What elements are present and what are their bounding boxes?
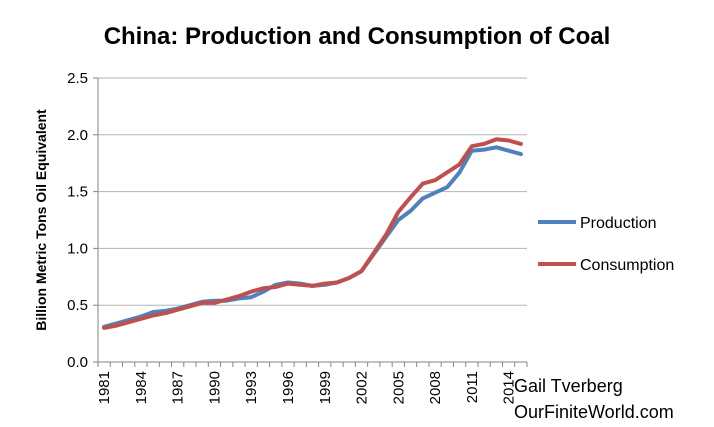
legend-label-consumption: Consumption: [580, 257, 674, 274]
x-tick-label: 1981: [96, 371, 113, 404]
x-tick-label: 2002: [354, 371, 371, 404]
series-lines: [102, 137, 523, 330]
y-tick-label: 0.0: [67, 354, 88, 371]
credit-author: Gail Tverberg: [514, 376, 623, 396]
chart-title: China: Production and Consumption of Coa…: [104, 23, 611, 50]
y-axis-label: Billion Metric Tons Oil Equivalent: [33, 109, 49, 331]
y-axis-ticks: 0.0 0.5 1.0 1.5 2.0 2.5: [67, 70, 98, 371]
y-tick-label: 2.0: [67, 127, 88, 144]
x-tick-label: 2011: [464, 371, 481, 403]
y-tick-label: 0.5: [67, 297, 88, 314]
x-tick-label: 2014: [501, 371, 518, 404]
x-tick-label: 2008: [427, 371, 444, 404]
x-tick-label: 1996: [280, 371, 297, 404]
legend-label-production: Production: [580, 215, 657, 232]
y-tick-label: 1.0: [67, 240, 88, 257]
credit-website: OurFiniteWorld.com: [514, 402, 674, 422]
gridlines: [98, 77, 527, 306]
x-tick-label: 1990: [206, 371, 223, 404]
x-tick-label: 1987: [170, 371, 187, 404]
y-tick-label: 1.5: [67, 184, 88, 201]
y-tick-label: 2.5: [67, 70, 88, 87]
x-tick-label: 1984: [133, 371, 150, 404]
series-line-production: [102, 145, 523, 329]
x-axis-ticks: 1981 1984 1987 1990 1993 1996 1999 2002 2005 2008…: [96, 362, 528, 404]
x-tick-label: 2005: [390, 371, 407, 404]
x-tick-label: 1993: [243, 371, 260, 404]
legend: Production Consumption: [538, 215, 674, 274]
x-tick-label: 1999: [317, 371, 334, 404]
series-line-consumption: [102, 137, 523, 330]
